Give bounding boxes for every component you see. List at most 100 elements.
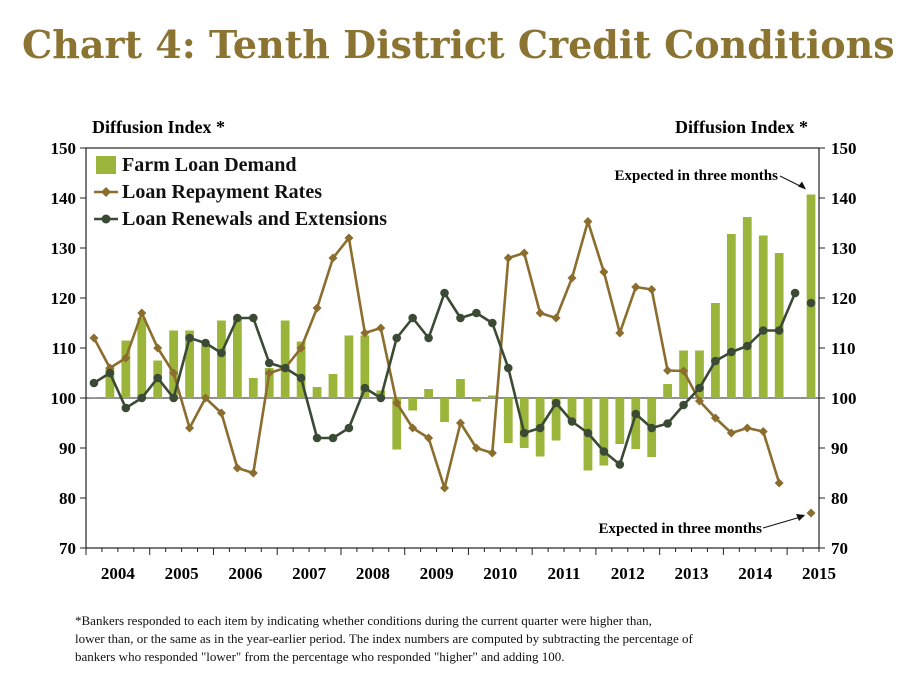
x-tick-label: 2011 <box>548 564 581 583</box>
chart-annotations: Expected in three months Expected in thre… <box>599 168 807 537</box>
loan-renewals-extensions-point <box>774 326 784 335</box>
y-tick-label-right: 120 <box>831 289 857 308</box>
loan-repayment-rates-point <box>615 328 625 338</box>
loan-renewals-extensions-point <box>615 460 625 469</box>
loan-repayment-rates-point <box>408 423 418 433</box>
bar <box>232 318 242 398</box>
loan-renewals-extensions-point <box>328 433 338 443</box>
bar <box>248 378 258 398</box>
loan-renewals-extensions-point <box>503 363 513 373</box>
loan-renewals-extensions-point <box>711 356 720 366</box>
x-tick-label: 2012 <box>611 564 645 583</box>
y-tick-label-left: 70 <box>59 539 76 558</box>
loan-renewals-extensions-point <box>456 313 465 323</box>
chart-legend: Farm Loan Demand Loan Repayment Rates Loan… <box>94 154 387 230</box>
loan-repayment-rates-point <box>169 368 179 378</box>
loan-repayment-rates-point <box>440 483 450 493</box>
loan-renewals-extensions-point <box>631 409 641 419</box>
loan-renewals-extensions-point <box>647 423 656 433</box>
loan-renewals-extensions-point <box>105 368 115 378</box>
x-tick-label: 2004 <box>101 564 136 583</box>
chart: 70 70 80 80 90 90 100 100 110 110 120 120 130 130 140 1… <box>51 117 857 583</box>
bar <box>631 398 641 449</box>
loan-repayment-rates-point <box>392 398 402 408</box>
loan-repayment-rates-point <box>647 285 657 294</box>
loan-renewals-extensions-point <box>169 393 178 403</box>
loan-repayment-rates-point <box>758 427 768 436</box>
y-tick-label-left: 150 <box>51 139 77 158</box>
bar <box>742 217 752 398</box>
loan-repayment-rates-point <box>137 308 147 318</box>
loan-renewals-extensions-point <box>758 326 768 335</box>
y-tick-label-left: 130 <box>51 239 77 258</box>
x-tick-label: 2010 <box>483 564 517 583</box>
loan-renewals-extensions-point <box>424 333 433 343</box>
bar <box>217 320 226 398</box>
bar <box>280 320 290 398</box>
loan-repayment-rates-point <box>89 333 99 343</box>
bar <box>408 398 418 411</box>
bar <box>169 330 179 398</box>
loan-renewals-extensions-point <box>679 400 688 410</box>
x-tick-label: 2009 <box>420 564 454 583</box>
loan-renewals-extensions-point <box>233 313 242 323</box>
loan-repayment-rates-point <box>583 217 593 226</box>
x-tick-label: 2014 <box>738 564 773 583</box>
loan-renewals-extensions-point <box>695 383 704 393</box>
loan-repayment-rates-point <box>599 267 609 277</box>
chart-axes: 70 70 80 80 90 90 100 100 110 110 120 120 130 130 140 1… <box>51 117 857 583</box>
loan-repayment-rates-point <box>153 343 163 353</box>
y-tick-label-right: 100 <box>831 389 857 408</box>
x-tick-label: 2005 <box>165 564 199 583</box>
legend-label: Farm Loan Demand <box>122 154 296 176</box>
x-tick-label: 2015 <box>802 564 836 583</box>
legend-label: Loan Renewals and Extensions <box>122 208 387 230</box>
loan-repayment-rates-point <box>455 418 465 428</box>
bar <box>344 335 354 398</box>
loan-renewals-extensions-point <box>280 363 290 373</box>
x-tick-label: 2007 <box>292 564 327 583</box>
loan-repayment-rates-point <box>376 323 386 333</box>
loan-renewals-extensions-point <box>312 433 322 443</box>
loan-repayment-rates-point <box>487 448 497 458</box>
bar <box>185 330 194 398</box>
x-tick-label: 2013 <box>675 564 709 583</box>
y-tick-label-left: 140 <box>51 189 77 208</box>
loan-renewals-extensions-point <box>472 308 481 318</box>
loan-renewals-extensions-point <box>137 393 147 403</box>
loan-repayment-rates-point <box>296 343 306 353</box>
y-tick-label-right: 130 <box>831 239 857 258</box>
bar <box>567 398 577 422</box>
bar <box>519 398 529 448</box>
loan-repayment-rates-point <box>360 328 370 338</box>
y-tick-label-left: 90 <box>59 439 76 458</box>
loan-repayment-rates-expected-point <box>806 508 816 518</box>
bar <box>328 374 338 398</box>
bar <box>663 384 673 398</box>
footnote-line: bankers who responded "lower" from the p… <box>75 649 565 664</box>
bar <box>121 340 131 398</box>
bar <box>472 398 481 402</box>
loan-repayment-rates-point <box>503 253 513 263</box>
bar <box>312 387 322 398</box>
loan-repayment-rates-point <box>185 423 195 433</box>
y-tick-label-right: 110 <box>831 339 856 358</box>
loan-renewals-extensions-point <box>217 348 226 358</box>
x-tick-label: 2006 <box>228 564 262 583</box>
y-tick-label-left: 80 <box>59 489 76 508</box>
loan-renewals-extensions-line <box>93 291 797 466</box>
loan-repayment-rates-line <box>92 220 781 490</box>
loan-renewals-extensions-point <box>440 288 449 298</box>
loan-repayment-rates-point <box>216 408 226 418</box>
loan-renewals-extensions-point <box>296 373 306 383</box>
bar <box>758 235 768 398</box>
loan-repayment-rates-point <box>694 396 704 406</box>
loan-repayment-rates-point <box>328 253 338 263</box>
arrowhead-icon <box>796 514 806 521</box>
y-tick-label-right: 140 <box>831 189 857 208</box>
footnote-line: *Bankers responded to each item by indic… <box>75 613 652 628</box>
bar <box>440 398 449 422</box>
loan-renewals-extensions-point <box>488 318 497 328</box>
loan-renewals-extensions-point <box>599 447 609 456</box>
loan-renewals-extensions-point <box>121 403 131 413</box>
